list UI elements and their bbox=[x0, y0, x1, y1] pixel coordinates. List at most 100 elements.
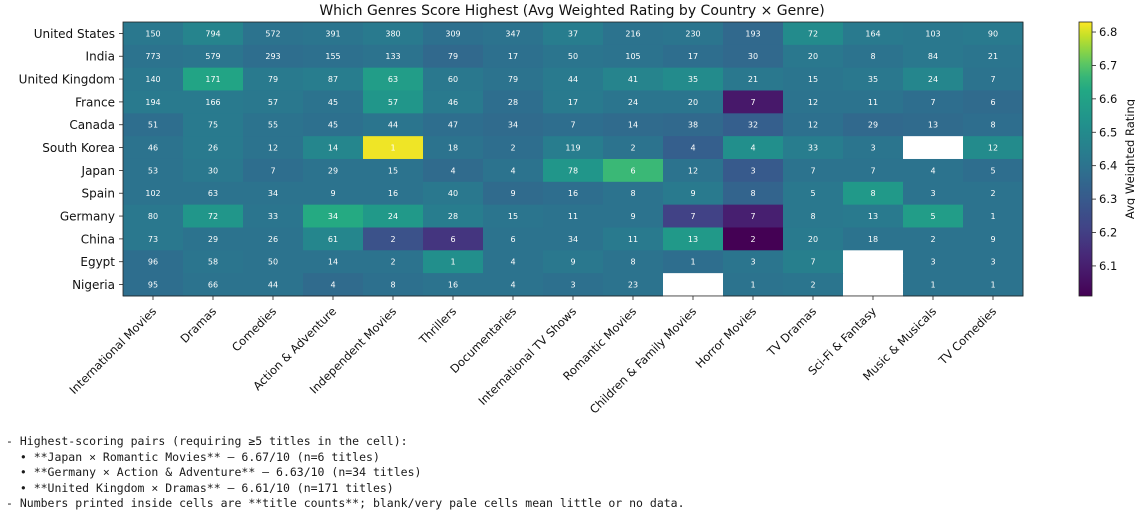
heatmap-cell bbox=[243, 22, 304, 46]
heatmap-cell bbox=[483, 250, 544, 274]
heatmap-cell bbox=[663, 273, 724, 297]
cell-count-label: 8 bbox=[990, 121, 995, 130]
cell-count-label: 17 bbox=[568, 98, 578, 107]
heatmap-cell bbox=[963, 158, 1024, 183]
heatmap-cell bbox=[123, 227, 184, 251]
heatmap-cell bbox=[543, 250, 604, 274]
cell-count-label: 8 bbox=[630, 258, 635, 267]
cell-count-label: 30 bbox=[748, 52, 758, 61]
heatmap-cell bbox=[843, 181, 904, 206]
note-line: • **United Kingdom × Dramas** — 6.61/10 … bbox=[6, 480, 394, 495]
heatmap-cell bbox=[423, 250, 484, 274]
cell-count-label: 1 bbox=[930, 281, 935, 290]
notes-block: - Highest-scoring pairs (requiring ≥5 ti… bbox=[6, 434, 685, 512]
heatmap-cell bbox=[603, 227, 664, 251]
heatmap-cell bbox=[963, 181, 1024, 206]
heatmap-cell bbox=[303, 136, 364, 160]
cell-count-label: 293 bbox=[265, 52, 280, 61]
column-label: Dramas bbox=[177, 304, 219, 346]
cell-count-label: 8 bbox=[870, 189, 875, 198]
heatmap-cell bbox=[843, 227, 904, 251]
cell-count-label: 84 bbox=[928, 52, 938, 61]
heatmap-cell bbox=[903, 90, 964, 114]
heatmap-cell bbox=[123, 136, 184, 160]
heatmap-cell bbox=[603, 181, 664, 206]
heatmap-cell bbox=[843, 158, 904, 183]
heatmap-cell bbox=[903, 204, 964, 228]
heatmap-cell bbox=[423, 90, 484, 114]
cell-count-label: 4 bbox=[510, 166, 515, 175]
cell-count-label: 44 bbox=[388, 121, 398, 130]
heatmap-cell bbox=[243, 227, 304, 251]
cell-count-label: 3 bbox=[930, 189, 935, 198]
heatmap-cell bbox=[663, 250, 724, 274]
cell-count-label: 3 bbox=[930, 258, 935, 267]
cell-count-label: 8 bbox=[390, 281, 395, 290]
cell-count-label: 50 bbox=[268, 258, 278, 267]
heatmap-cell bbox=[963, 90, 1024, 114]
cell-count-label: 5 bbox=[930, 212, 935, 221]
cell-count-label: 2 bbox=[390, 258, 395, 267]
cell-count-label: 7 bbox=[810, 258, 815, 267]
cell-count-label: 20 bbox=[808, 235, 818, 244]
colorbar-tick-label: 6.8 bbox=[1099, 25, 1117, 39]
heatmap-cell bbox=[183, 250, 244, 274]
cell-count-label: 3 bbox=[750, 258, 755, 267]
cell-count-label: 6 bbox=[630, 166, 635, 175]
heatmap-cell bbox=[123, 113, 184, 137]
heatmap-cell bbox=[423, 67, 484, 91]
cell-count-label: 1 bbox=[750, 281, 755, 290]
heatmap-cell bbox=[543, 181, 604, 206]
cell-count-label: 347 bbox=[505, 29, 520, 38]
heatmap-cell bbox=[303, 158, 364, 183]
heatmap-cell bbox=[123, 181, 184, 206]
cell-count-label: 53 bbox=[148, 166, 158, 175]
cell-count-label: 171 bbox=[205, 75, 220, 84]
cell-count-label: 8 bbox=[750, 189, 755, 198]
cell-count-label: 47 bbox=[448, 121, 458, 130]
heatmap-cell bbox=[243, 273, 304, 297]
heatmap-cell bbox=[723, 44, 784, 69]
cell-count-label: 21 bbox=[748, 75, 758, 84]
heatmap-cell bbox=[183, 67, 244, 91]
heatmap-cell bbox=[783, 113, 844, 137]
cell-count-label: 2 bbox=[810, 281, 815, 290]
heatmap-cell bbox=[603, 90, 664, 114]
colorbar-label: Avg Weighted Rating bbox=[1123, 99, 1135, 219]
column-label: Children & Family Movies bbox=[587, 304, 699, 416]
heatmap-cell bbox=[603, 250, 664, 274]
cell-count-label: 21 bbox=[988, 52, 998, 61]
cell-count-label: 18 bbox=[868, 235, 878, 244]
heatmap-cell bbox=[723, 181, 784, 206]
heatmap-cell bbox=[963, 250, 1024, 274]
heatmap-cell bbox=[483, 67, 544, 91]
heatmap-cell bbox=[963, 44, 1024, 69]
cell-count-label: 119 bbox=[565, 144, 580, 153]
heatmap-cell bbox=[903, 250, 964, 274]
heatmap-cell bbox=[543, 227, 604, 251]
cell-count-label: 79 bbox=[448, 52, 458, 61]
column-label: Comedies bbox=[229, 304, 279, 354]
heatmap-cell bbox=[663, 44, 724, 69]
heatmap-cell bbox=[663, 158, 724, 183]
heatmap-cell bbox=[603, 67, 664, 91]
cell-count-label: 4 bbox=[510, 258, 515, 267]
cell-count-label: 29 bbox=[208, 235, 218, 244]
heatmap-cell bbox=[303, 22, 364, 46]
heatmap-cell bbox=[123, 67, 184, 91]
heatmap-cell bbox=[783, 158, 844, 183]
heatmap-cell bbox=[663, 181, 724, 206]
cell-count-label: 391 bbox=[325, 29, 340, 38]
row-labels: United States India United Kingdom France Ca… bbox=[19, 27, 123, 292]
heatmap-cell bbox=[603, 136, 664, 160]
cell-count-label: 35 bbox=[688, 75, 698, 84]
heatmap-cell bbox=[423, 227, 484, 251]
cell-count-label: 309 bbox=[445, 29, 460, 38]
heatmap-cell bbox=[723, 250, 784, 274]
cell-count-label: 103 bbox=[925, 29, 940, 38]
heatmap-cell bbox=[123, 250, 184, 274]
colorbar-tick-label: 6.6 bbox=[1099, 92, 1117, 106]
colorbar-tick-label: 6.4 bbox=[1099, 159, 1117, 173]
cell-count-label: 7 bbox=[690, 212, 695, 221]
heatmap-cell bbox=[243, 250, 304, 274]
